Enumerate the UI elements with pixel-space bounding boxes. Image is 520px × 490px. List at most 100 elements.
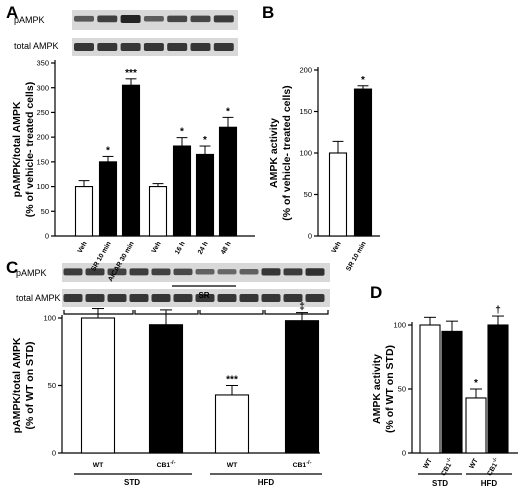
chart-c-y-tick-label: 100 bbox=[43, 314, 56, 323]
western-blot-c: pAMPK total AMPK bbox=[16, 263, 330, 307]
panel-letter-b: B bbox=[262, 3, 274, 22]
chart-c: 0 50 100 pAMPK/total AMPK (% of WT on STD) **… bbox=[11, 302, 328, 487]
chart-c-bar bbox=[286, 321, 319, 453]
chart-d-x-category-label: WT bbox=[422, 457, 434, 470]
chart-c-x-category-label: WT bbox=[93, 462, 104, 469]
chart-d-y-tick-label: 0 bbox=[402, 449, 406, 458]
chart-c-group-label: STD bbox=[124, 478, 140, 487]
blot-c-band-total-ampk bbox=[152, 294, 171, 302]
blot-a-band-total-ampk bbox=[167, 43, 187, 51]
blot-c-band-total-ampk bbox=[218, 294, 237, 302]
chart-a-significance-mark: *** bbox=[125, 68, 137, 79]
chart-d-group-label: STD bbox=[432, 479, 448, 488]
chart-a-bar bbox=[174, 146, 191, 236]
chart-a-x-category-label: Veh bbox=[77, 241, 89, 255]
chart-c-group-label: HFD bbox=[258, 478, 275, 487]
chart-c-bar bbox=[150, 325, 183, 453]
blot-c-band-total-ampk bbox=[108, 294, 127, 302]
chart-a-y-tick-label: 200 bbox=[36, 133, 49, 142]
chart-d-y-tick-label: 50 bbox=[398, 385, 406, 394]
chart-c-y-tick-label: 50 bbox=[48, 381, 56, 390]
blot-a-band-total-ampk bbox=[74, 43, 94, 51]
chart-b-x-category-label: SR 10 min bbox=[345, 241, 367, 273]
blot-a-band-total-ampk bbox=[97, 43, 117, 51]
chart-d-group-label: HFD bbox=[481, 479, 498, 488]
chart-b: 0 50 100 150 200 AMPK activity (% of vehicle- … bbox=[268, 66, 380, 273]
blot-c-band-pampk bbox=[240, 269, 259, 275]
chart-a-bar bbox=[100, 162, 117, 236]
chart-d-significance-mark: * bbox=[474, 378, 478, 389]
chart-a-bar bbox=[220, 127, 237, 236]
blot-a-band-total-ampk bbox=[144, 43, 164, 51]
blot-a-row-label-pampk: pAMPK bbox=[14, 15, 45, 25]
chart-c-bar bbox=[82, 318, 115, 453]
blot-a-band-total-ampk bbox=[121, 43, 141, 51]
chart-a-x-category-label: 16 h bbox=[174, 241, 187, 256]
blot-c-band-total-ampk bbox=[86, 294, 105, 302]
blot-c-bands bbox=[62, 263, 330, 307]
blot-a-band-pampk bbox=[144, 16, 164, 22]
blot-c-band-pampk bbox=[306, 268, 325, 276]
chart-a-significance-mark: * bbox=[106, 145, 110, 156]
chart-c-bar bbox=[216, 395, 249, 453]
chart-a-y-axis-title-line1: pAMPK/total AMPK bbox=[11, 101, 23, 197]
chart-a-bar bbox=[123, 85, 140, 236]
chart-b-y-tick-label: 150 bbox=[299, 107, 312, 116]
chart-b-y-tick-label: 0 bbox=[308, 232, 312, 241]
chart-b-x-category-label: Veh bbox=[331, 241, 343, 255]
chart-a-significance-mark: * bbox=[180, 127, 184, 138]
chart-a-significance-mark: * bbox=[226, 106, 230, 117]
blot-a-band-pampk bbox=[97, 16, 117, 23]
chart-d-bar bbox=[466, 398, 486, 453]
chart-b-y-axis-title-line1: AMPK activity bbox=[268, 118, 280, 188]
chart-b-y-tick-label: 100 bbox=[299, 149, 312, 158]
chart-c-y-tick-label: 0 bbox=[52, 449, 56, 458]
blot-a-band-pampk bbox=[214, 15, 234, 22]
chart-a-x-category-label: Veh bbox=[151, 241, 163, 255]
blot-a-band-total-ampk bbox=[191, 43, 211, 51]
chart-d-bar bbox=[442, 331, 462, 453]
blot-a-band-total-ampk bbox=[214, 43, 234, 51]
chart-a-group-label: SR bbox=[198, 291, 209, 300]
chart-a-x-category-label: 48 h bbox=[220, 241, 233, 256]
chart-a-y-tick-label: 250 bbox=[36, 108, 49, 117]
chart-d-x-category-label: WT bbox=[468, 457, 480, 470]
chart-a-bar bbox=[76, 187, 93, 236]
western-blot-a: pAMPK total AMPK bbox=[14, 10, 238, 56]
chart-a-y-tick-label: 0 bbox=[45, 232, 49, 241]
blot-c-band-pampk bbox=[284, 268, 303, 275]
chart-a-bar bbox=[150, 187, 167, 236]
blot-a-band-pampk bbox=[121, 15, 141, 23]
blot-c-band-pampk bbox=[262, 268, 281, 275]
blot-c-band-total-ampk bbox=[130, 294, 149, 302]
chart-a-y-axis-title-line2: (% of vehicle- treated cells) bbox=[24, 82, 36, 217]
blot-c-band-pampk bbox=[152, 269, 171, 276]
blot-c-band-total-ampk bbox=[64, 294, 83, 302]
blot-c-band-total-ampk bbox=[174, 294, 193, 302]
chart-a-y-tick-label: 150 bbox=[36, 157, 49, 166]
chart-a-y-tick-label: 350 bbox=[36, 59, 49, 68]
chart-b-significance-mark: * bbox=[361, 75, 365, 86]
chart-d-bar bbox=[488, 325, 508, 453]
blot-c-band-total-ampk bbox=[240, 294, 259, 302]
blot-c-band-pampk bbox=[130, 268, 149, 275]
chart-c-significance-mark: *** bbox=[226, 375, 238, 386]
blot-a-band-pampk bbox=[167, 16, 187, 23]
chart-d-y-axis-title-line2: (% of WT on STD) bbox=[384, 345, 396, 433]
chart-c-lane-bracket bbox=[265, 310, 328, 314]
chart-a-y-tick-label: 100 bbox=[36, 182, 49, 191]
chart-c-y-axis-title-line1: pAMPK/total AMPK bbox=[11, 337, 23, 433]
blot-c-band-pampk bbox=[218, 269, 237, 274]
blot-a-bands bbox=[72, 10, 238, 56]
chart-c-lane-bracket bbox=[200, 310, 263, 314]
chart-a-y-tick-label: 300 bbox=[36, 83, 49, 92]
blot-a-band-pampk bbox=[191, 16, 211, 23]
blot-c-band-pampk bbox=[174, 269, 193, 276]
chart-a-significance-mark: * bbox=[203, 135, 207, 146]
blot-c-band-pampk bbox=[196, 269, 215, 275]
chart-d-y-axis-title-line1: AMPK activity bbox=[371, 354, 383, 424]
blot-c-band-total-ampk bbox=[262, 294, 281, 302]
chart-b-y-tick-label: 200 bbox=[299, 66, 312, 75]
